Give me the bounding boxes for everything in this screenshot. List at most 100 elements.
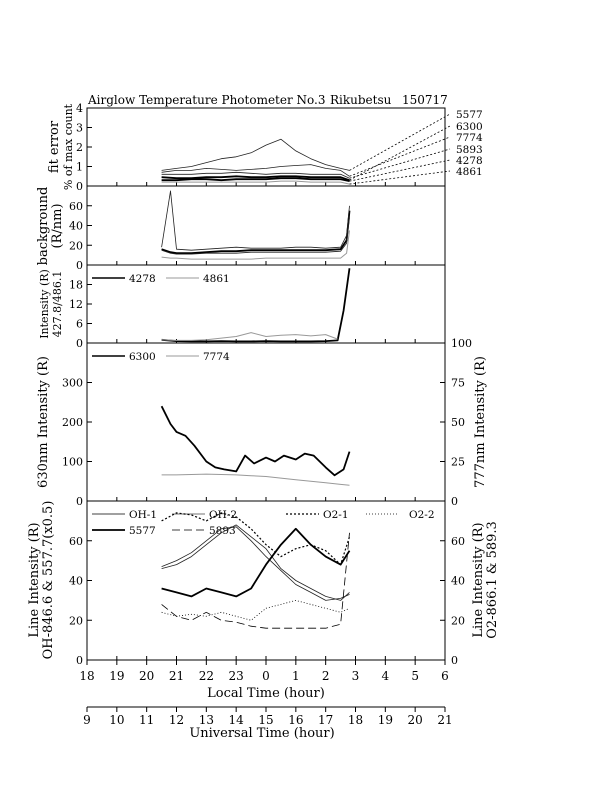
ut-tick-label: 18 — [348, 713, 363, 727]
local-time-tick-label: 20 — [139, 669, 154, 683]
o2-ylabel-lines: O2-866.1 & 589.3 — [485, 521, 500, 639]
series-line-background-5577 — [161, 190, 350, 251]
legend-label-oh1: OH-1 — [129, 509, 157, 521]
local-time-tick-label: 23 — [229, 669, 244, 683]
y-right-tick-label-oi_lines: 25 — [451, 456, 465, 469]
ut-tick-label: 15 — [258, 713, 273, 727]
y-right-tick-label-oh_o2_lines: 0 — [451, 654, 458, 667]
local-time-xlabel: Local Time (hour) — [207, 686, 325, 701]
y-tick-label-oh_o2_lines: 60 — [69, 535, 83, 548]
series-line-fit_error-4278 — [161, 177, 350, 182]
series-line-oh_o2_lines-5893 — [161, 532, 350, 629]
series-line-oh_o2_lines-o2-1 — [161, 512, 351, 566]
oh-ylabel: Line Intensity (R) — [27, 522, 42, 637]
fit-error-annotation-label-7774: 7774 — [456, 132, 483, 144]
y-right-tick-label-oh_o2_lines: 40 — [451, 575, 465, 588]
local-time-tick-label: 1 — [292, 669, 300, 683]
y-tick-label-background: 20 — [69, 239, 83, 252]
observation-date: 150717 — [402, 93, 448, 107]
figure-title: Airglow Temperature Photometer No.3 — [87, 93, 326, 107]
legend-label-7774: 7774 — [203, 351, 230, 363]
ut-tick-label: 20 — [408, 713, 423, 727]
legend-label-o2-1: O2-1 — [323, 509, 349, 521]
oi-legend: 6300 7774 — [92, 351, 230, 363]
fit-error-annotation-label-4278: 4278 — [456, 155, 483, 167]
y-right-tick-label-oi_lines: 75 — [451, 377, 465, 390]
blue-intensity-legend: 4278 4861 — [92, 273, 230, 285]
fit-error-annotation-label-4861: 4861 — [456, 166, 483, 178]
legend-label-4861: 4861 — [203, 273, 230, 285]
y-tick-label-oi_lines: 100 — [62, 456, 83, 469]
series-line-oh_o2_lines-5577 — [161, 527, 351, 598]
series-line-intensity_blue-4861 — [161, 332, 338, 341]
series-line-fit_error-7774 — [161, 164, 350, 177]
ut-tick-label: 17 — [318, 713, 333, 727]
legend-label-o2-2: O2-2 — [409, 509, 435, 521]
fit-error-annotation-line-7774 — [349, 136, 451, 177]
o2-ylabel: Line Intensity (R) — [471, 522, 486, 637]
station-name: Rikubetsu — [330, 93, 392, 107]
legend-label-5577: 5577 — [129, 525, 156, 537]
local-time-tick-label: 5 — [411, 669, 419, 683]
blue-intensity-ylabel: Intensity (R) — [38, 269, 51, 339]
plot-frame — [86, 107, 446, 661]
fit-error-ylabel: fit error — [47, 120, 62, 173]
777nm-ylabel: 777nm Intensity (R) — [473, 356, 488, 488]
fit-error-annotation-label-5577: 5577 — [456, 109, 483, 121]
local-time-tick-label: 22 — [199, 669, 214, 683]
oh-o2-legend: OH-1 OH-2 O2-1 O2-2 5577 5893 — [92, 509, 435, 537]
fit-error-annotation-line-6300 — [349, 125, 451, 181]
y-tick-label-intensity_blue: 6 — [76, 318, 83, 331]
local-time-tick-label: 3 — [352, 669, 360, 683]
y-tick-label-oh_o2_lines: 20 — [69, 614, 83, 627]
background-ylabel: background — [36, 187, 51, 266]
y-right-tick-label-oi_lines: 0 — [451, 495, 458, 508]
fit-error-annotation-line-5893 — [349, 148, 451, 179]
series-line-oi_lines-7774 — [161, 473, 350, 486]
fit-error-ylabel-unit: % of max count — [62, 103, 75, 190]
blue-intensity-ylabel-lines: 427.8/486.1 — [51, 271, 64, 338]
y-tick-label-background: 40 — [69, 220, 83, 233]
y-tick-label-background: 60 — [69, 200, 83, 213]
y-tick-label-fit_error: 0 — [76, 180, 83, 193]
ut-tick-label: 10 — [109, 713, 124, 727]
series-line-background-6300 — [161, 210, 351, 255]
ut-tick-label: 14 — [229, 713, 245, 727]
fit-error-annotation-line-4278 — [349, 159, 451, 182]
ut-tick-label: 11 — [139, 713, 154, 727]
local-time-tick-label: 21 — [169, 669, 184, 683]
series-line-background-7774 — [161, 217, 350, 255]
legend-label-oh2: OH-2 — [209, 509, 237, 521]
fit-error-annotation-line-4861 — [349, 170, 451, 185]
legend-label-6300: 6300 — [129, 351, 156, 363]
y-tick-label-oi_lines: 300 — [62, 377, 83, 390]
y-tick-label-oh_o2_lines: 0 — [76, 654, 83, 667]
630nm-ylabel: 630nm Intensity (R) — [36, 356, 51, 488]
ut-tick-label: 16 — [288, 713, 303, 727]
local-time-tick-label: 2 — [322, 669, 330, 683]
ut-tick-label: 13 — [199, 713, 214, 727]
series-line-oh_o2_lines-oh-2 — [161, 526, 350, 601]
y-right-tick-label-oh_o2_lines: 60 — [451, 535, 465, 548]
ut-tick-label: 9 — [83, 713, 91, 727]
y-tick-label-fit_error: 2 — [76, 141, 83, 154]
local-time-tick-label: 19 — [109, 669, 124, 683]
fit-error-annotation-label-5893: 5893 — [456, 144, 483, 156]
y-right-tick-label-oi_lines: 50 — [451, 416, 465, 429]
y-tick-label-intensity_blue: 18 — [69, 279, 83, 292]
local-time-tick-label: 0 — [262, 669, 270, 683]
plot-elements: 0123402040600612180100200300025507510002… — [62, 102, 483, 727]
y-tick-label-oi_lines: 200 — [62, 416, 83, 429]
series-line-intensity_blue-4278 — [161, 268, 351, 343]
y-tick-label-oh_o2_lines: 40 — [69, 575, 83, 588]
series-line-background-4861 — [161, 230, 350, 260]
fit-error-annotation-line-5577 — [349, 113, 451, 171]
fit-error-annotation-label-6300: 6300 — [456, 121, 483, 133]
series-line-fit_error-5893 — [161, 171, 350, 179]
y-tick-label-oi_lines: 0 — [76, 495, 83, 508]
y-tick-label-background: 0 — [76, 259, 83, 272]
y-tick-label-intensity_blue: 12 — [69, 298, 83, 311]
background-ylabel-unit: (R/nm) — [50, 203, 65, 248]
series-line-fit_error-5577 — [161, 138, 350, 171]
